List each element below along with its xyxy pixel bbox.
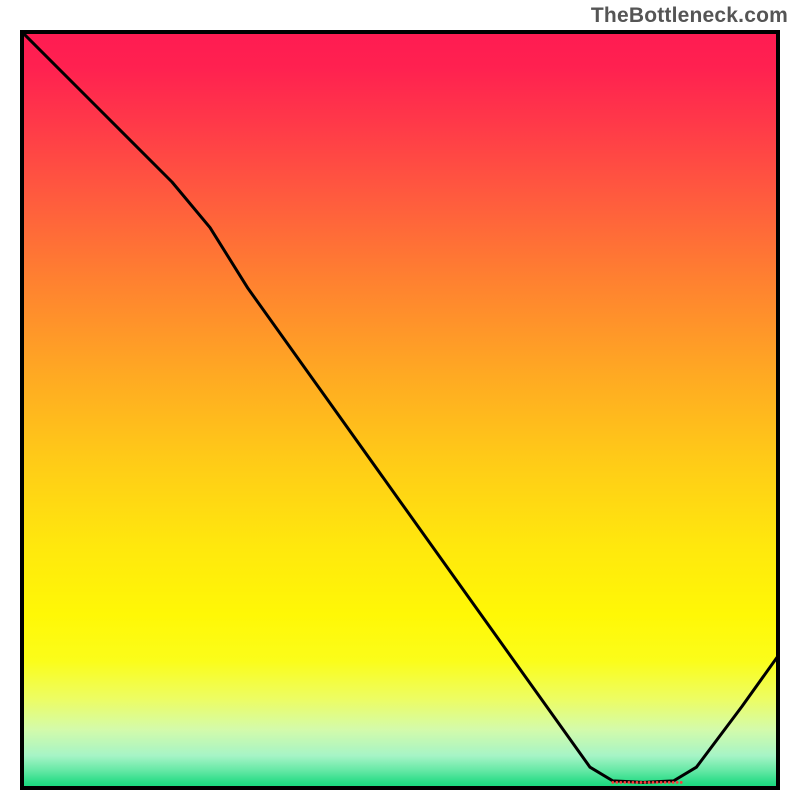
marker-dot [676,781,679,784]
marker-dot [615,781,618,784]
marker-dot [672,781,675,784]
marker-dot [644,781,647,784]
marker-dot [648,781,651,784]
marker-dot [619,781,622,784]
marker-dot [680,781,683,784]
marker-dot [640,781,643,784]
marker-dot [656,781,659,784]
marker-dot [668,781,671,784]
marker-dot [664,781,667,784]
marker-dot [652,781,655,784]
chart-svg [20,30,780,790]
marker-dot [632,781,635,784]
marker-dot [636,781,639,784]
marker-dot [623,781,626,784]
chart-area [20,30,780,790]
marker-dot [660,781,663,784]
marker-dot [611,781,614,784]
watermark-text: TheBottleneck.com [591,4,788,28]
marker-dot [627,781,630,784]
